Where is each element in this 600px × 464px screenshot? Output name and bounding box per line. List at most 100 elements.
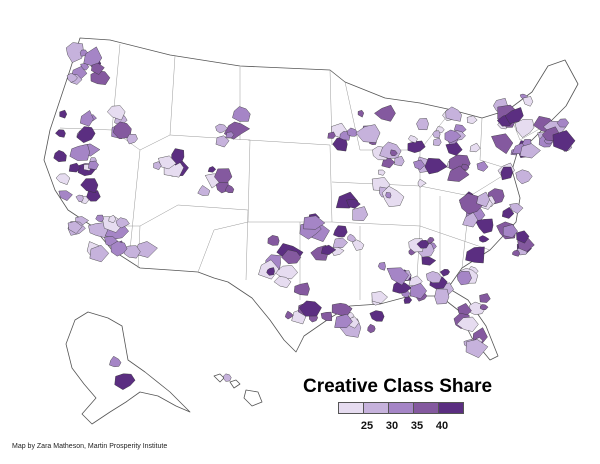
metro-area bbox=[347, 233, 356, 243]
metro-area bbox=[409, 282, 427, 299]
metro-area bbox=[509, 202, 524, 214]
metro-area bbox=[108, 214, 117, 224]
metro-area bbox=[66, 72, 78, 83]
metro-area bbox=[346, 127, 359, 137]
metro-area bbox=[91, 62, 105, 75]
alaska-outline bbox=[65, 311, 191, 425]
metro-area bbox=[458, 193, 484, 215]
metro-area bbox=[389, 149, 398, 156]
metro-area bbox=[333, 225, 348, 238]
metro-area bbox=[377, 261, 386, 271]
metro-area bbox=[273, 276, 292, 288]
metro-area bbox=[207, 166, 217, 173]
metro-area bbox=[416, 239, 430, 249]
metro-area bbox=[444, 129, 462, 144]
metro-area bbox=[367, 323, 376, 334]
metro-area bbox=[503, 224, 518, 238]
metro-area bbox=[417, 178, 427, 188]
metro-area bbox=[320, 311, 332, 322]
metro-area bbox=[466, 115, 478, 124]
metro-area bbox=[386, 267, 410, 286]
metro-area bbox=[153, 161, 162, 171]
metro-area bbox=[215, 135, 230, 148]
metro-area bbox=[439, 268, 450, 277]
metro-area bbox=[416, 118, 429, 131]
metro-area bbox=[392, 279, 412, 294]
metro-area bbox=[456, 271, 472, 286]
metro-area bbox=[223, 373, 232, 382]
legend-tick-35: 35 bbox=[410, 420, 424, 432]
metro-area bbox=[447, 165, 470, 182]
metro-area bbox=[501, 206, 515, 219]
metro-area bbox=[89, 244, 110, 263]
legend-swatch-4 bbox=[438, 402, 464, 414]
metro-area bbox=[75, 194, 84, 203]
metro-area bbox=[456, 316, 479, 332]
metro-area bbox=[476, 161, 489, 172]
metro-area bbox=[79, 110, 94, 127]
metro-area bbox=[515, 169, 533, 185]
metro-area bbox=[59, 109, 68, 119]
metro-area bbox=[327, 131, 336, 139]
metro-area bbox=[114, 373, 136, 390]
metro-area bbox=[69, 143, 90, 161]
metro-area bbox=[53, 149, 67, 163]
metro-area bbox=[426, 236, 435, 244]
metro-area bbox=[158, 155, 177, 170]
metro-area bbox=[421, 256, 437, 266]
metro-area bbox=[426, 271, 442, 284]
metro-area bbox=[76, 126, 96, 144]
metro-area bbox=[519, 143, 541, 159]
metro-area bbox=[491, 133, 514, 155]
metro-area bbox=[462, 212, 479, 228]
metro-area bbox=[284, 310, 294, 320]
metro-area bbox=[433, 137, 442, 146]
metro-area bbox=[403, 296, 413, 304]
metro-area bbox=[552, 130, 576, 152]
metro-area bbox=[58, 190, 73, 201]
metro-area bbox=[55, 129, 66, 138]
metro-area bbox=[352, 206, 369, 222]
metro-area bbox=[266, 267, 275, 276]
metro-area bbox=[432, 130, 441, 139]
metro-area bbox=[332, 237, 348, 248]
metro-area bbox=[126, 133, 138, 145]
metro-area bbox=[369, 310, 385, 322]
metro-area bbox=[67, 221, 83, 234]
metro-area bbox=[479, 304, 489, 310]
legend: 25 30 35 40 bbox=[338, 402, 464, 434]
legend-swatch-1 bbox=[363, 402, 389, 414]
metro-area bbox=[355, 124, 381, 143]
metro-area bbox=[556, 118, 570, 128]
metro-area bbox=[504, 107, 524, 124]
legend-ticks: 25 30 35 40 bbox=[338, 420, 463, 434]
map-credit: Map by Zara Matheson, Martin Prosperity … bbox=[12, 443, 168, 450]
metro-area bbox=[479, 293, 491, 303]
metro-area bbox=[445, 106, 462, 122]
metro-area bbox=[334, 313, 353, 329]
metro-area bbox=[408, 135, 418, 144]
metro-area bbox=[371, 291, 388, 304]
legend-tick-30: 30 bbox=[385, 420, 399, 432]
metro-area bbox=[381, 185, 405, 207]
metro-area bbox=[65, 42, 84, 63]
metro-area bbox=[346, 199, 361, 209]
metro-area bbox=[469, 142, 481, 153]
metro-area bbox=[225, 184, 235, 193]
metro-area bbox=[500, 166, 514, 181]
legend-swatch-3 bbox=[413, 402, 439, 414]
legend-title: Creative Class Share bbox=[303, 376, 493, 397]
metro-area bbox=[478, 235, 490, 243]
metro-area bbox=[197, 185, 211, 196]
legend-swatch-0 bbox=[338, 402, 364, 414]
metro-area bbox=[522, 96, 534, 107]
metro-area bbox=[476, 191, 490, 208]
legend-swatch-2 bbox=[388, 402, 414, 414]
legend-tick-40: 40 bbox=[435, 420, 449, 432]
metro-area bbox=[434, 288, 450, 305]
metro-area bbox=[413, 159, 425, 170]
metro-area bbox=[232, 106, 251, 122]
metro-area bbox=[80, 178, 99, 194]
metro-area bbox=[215, 123, 228, 134]
